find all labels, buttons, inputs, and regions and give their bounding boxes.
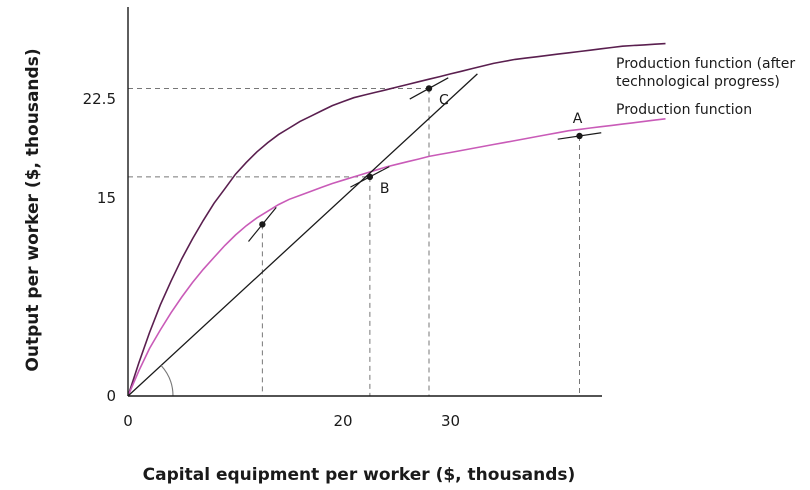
series-label-0-line-1: technological progress) (616, 74, 780, 90)
tick-labels: 0 20 30 0 15 22.5 (83, 90, 460, 430)
point-A (576, 132, 583, 140)
point-C (425, 85, 433, 92)
point-marks: B C A (160, 77, 602, 397)
x-axis-title: Capital equipment per worker ($, thousan… (143, 465, 576, 485)
point-label-C: C (439, 92, 449, 108)
point-B (366, 173, 374, 181)
series-labels: Production function (after technological … (616, 56, 795, 118)
series-label-0-line-0: Production function (after (616, 56, 795, 72)
point-unlabeled (259, 221, 266, 228)
curves (127, 42, 666, 397)
series-line-0 (127, 42, 666, 397)
angle-arc (160, 365, 174, 397)
series-label-1-line-0: Production function (616, 102, 752, 118)
y-tick-label-0: 0 (106, 387, 116, 405)
guide-lines (128, 87, 580, 396)
series-line-1 (127, 118, 666, 397)
y-tick-label-2: 22.5 (83, 90, 116, 108)
y-tick-label-1: 15 (97, 189, 116, 207)
axes (127, 7, 602, 397)
y-axis-title: Output per worker ($, thousands) (23, 48, 43, 371)
point-label-B: B (380, 181, 390, 197)
x-tick-label-1: 20 (333, 412, 352, 430)
ray-line (127, 73, 478, 397)
x-tick-label-0: 0 (123, 412, 133, 430)
x-tick-label-2: 30 (441, 412, 460, 430)
point-label-A: A (573, 111, 583, 127)
